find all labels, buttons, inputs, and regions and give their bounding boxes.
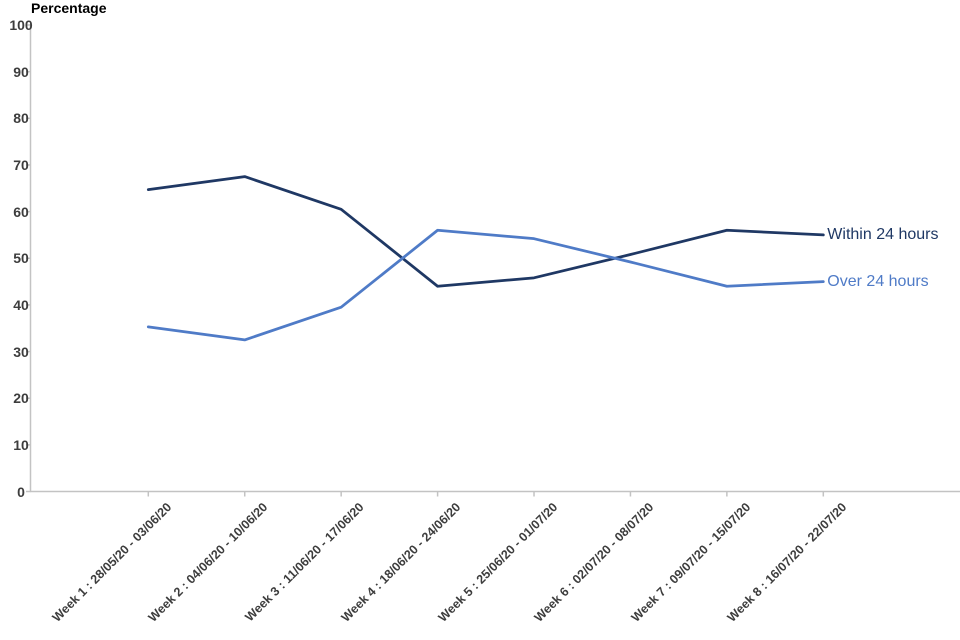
series-label-within-24-hours: Within 24 hours — [827, 225, 939, 243]
y-tick-label: 10 — [13, 436, 29, 453]
y-tick-label: 0 — [17, 483, 25, 500]
series-line-within-24-hours — [146, 175, 825, 288]
y-tick-label: 50 — [13, 250, 29, 267]
y-tick-label: 30 — [13, 343, 29, 360]
y-axis-title: Percentage — [31, 0, 107, 16]
y-tick-label: 80 — [13, 110, 29, 127]
y-tick-label: 60 — [13, 203, 29, 220]
y-tick-label: 100 — [9, 17, 33, 33]
y-tick-label: 40 — [13, 296, 29, 313]
y-tick-label: 70 — [13, 156, 29, 173]
y-tick-label: 20 — [13, 390, 29, 407]
series-line-over-24-hours — [146, 228, 825, 342]
series-label-over-24-hours: Over 24 hours — [827, 272, 929, 290]
y-tick-label: 90 — [13, 63, 29, 80]
